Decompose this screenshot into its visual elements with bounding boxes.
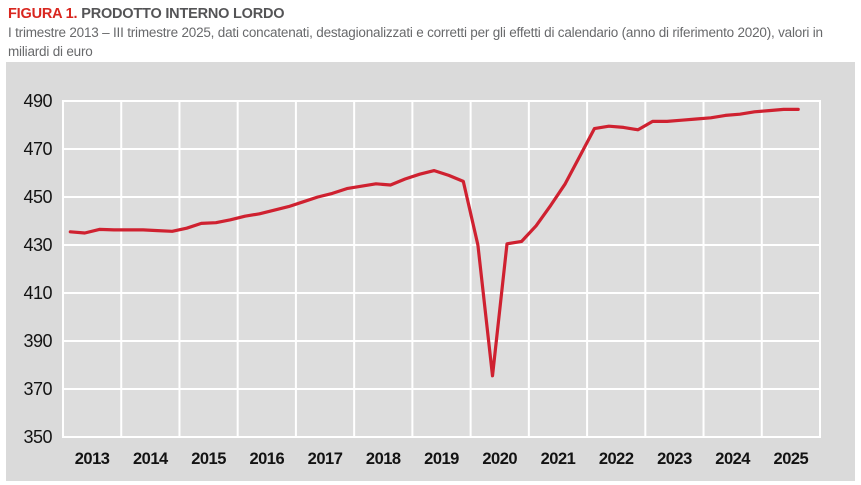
x-axis-year-label: 2021 [541,450,576,468]
x-axis-year-label: 2014 [133,450,169,468]
y-axis-tick-label: 450 [23,187,52,207]
figure-title: PRODOTTO INTERNO LORDO [81,6,285,22]
gdp-line-chart: 350 370 390 410 430 450 470 490 2013 2014 2015 2016… [23,91,821,468]
y-axis-tick-label: 470 [23,139,52,159]
y-axis-tick-label: 430 [23,235,52,255]
figure-label: FIGURA 1. [8,6,78,22]
x-axis-year-label: 2024 [715,450,751,468]
chart-area: 350 370 390 410 430 450 470 490 2013 2014 2015 2016… [6,62,855,481]
x-axis-year-label: 2013 [75,450,110,468]
x-axis-year-label: 2017 [308,450,343,468]
y-axis-tick-label: 490 [23,91,52,111]
plot-background [62,100,821,438]
x-axis-year-label: 2022 [599,450,634,468]
figure-header: FIGURA 1. PRODOTTO INTERNO LORDO I trime… [8,5,855,61]
y-axis-tick-label: 370 [23,379,52,399]
x-axis-year-label: 2025 [774,450,809,468]
y-axis-tick-label: 410 [23,283,52,303]
gdp-line [68,107,800,378]
figure-subtitle: I trimestre 2013 – III trimestre 2025, d… [8,25,823,59]
x-axis-year-label: 2020 [482,450,517,468]
x-axis-year-label: 2019 [424,450,459,468]
x-axis-year-label: 2018 [366,450,401,468]
x-axis-year-label: 2016 [249,450,284,468]
x-axis-year-label: 2023 [657,450,692,468]
y-axis-tick-label: 350 [23,427,52,447]
figure-title-line: FIGURA 1. PRODOTTO INTERNO LORDO [8,5,855,23]
y-axis-tick-label: 390 [23,331,52,351]
x-axis-year-label: 2015 [191,450,226,468]
